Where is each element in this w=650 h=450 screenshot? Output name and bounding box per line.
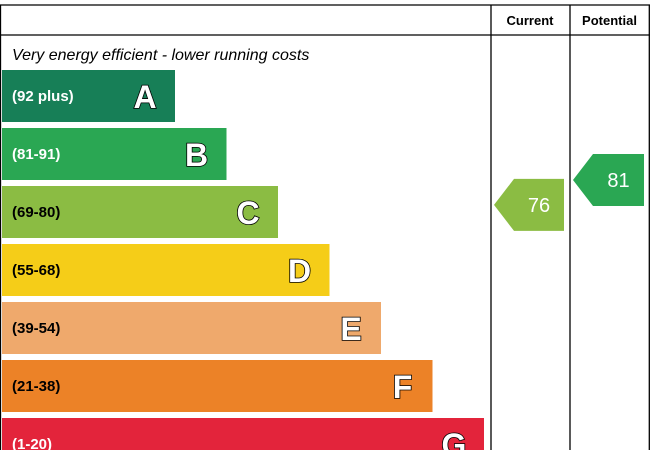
band-d: (55-68) D xyxy=(2,244,330,296)
potential-column-header: Potential xyxy=(582,13,637,28)
band-bar-f xyxy=(2,360,433,412)
band-range-label: (1-20) xyxy=(12,436,52,450)
band-range-label: (92 plus) xyxy=(12,88,74,105)
band-range-label: (81-91) xyxy=(12,146,60,163)
band-bar-g xyxy=(2,418,484,450)
rating-indicators: 76 81 xyxy=(494,154,644,231)
band-bar-c xyxy=(2,186,278,238)
efficiency-subtitle: Very energy efficient - lower running co… xyxy=(12,47,309,64)
band-letter: F xyxy=(393,369,413,405)
current-rating-arrow xyxy=(494,178,564,231)
band-b: (81-91) B xyxy=(2,128,227,180)
band-letter: G xyxy=(442,427,467,450)
band-e: (39-54) E xyxy=(2,302,381,354)
band-bar-a xyxy=(2,70,175,122)
potential-rating-indicator: 81 xyxy=(573,154,644,206)
band-range-label: (69-80) xyxy=(12,204,60,221)
band-g: (1-20) G xyxy=(2,418,484,450)
band-letter: B xyxy=(185,137,208,173)
band-range-label: (21-38) xyxy=(12,378,60,395)
potential-rating-arrow xyxy=(573,154,644,206)
band-c: (69-80) C xyxy=(2,186,278,238)
rating-bands: (92 plus) A (81-91) B (69-80) C (55-68) D (39-54… xyxy=(2,70,484,450)
band-a: (92 plus) A xyxy=(2,70,175,122)
current-column-header: Current xyxy=(507,13,555,28)
band-letter: D xyxy=(288,253,311,289)
current-rating-indicator: 76 xyxy=(494,178,564,231)
band-letter: E xyxy=(340,311,361,347)
band-f: (21-38) F xyxy=(2,360,433,412)
band-range-label: (39-54) xyxy=(12,320,60,337)
band-letter: C xyxy=(236,195,259,231)
potential-rating-value: 81 xyxy=(607,170,629,192)
band-letter: A xyxy=(133,79,156,115)
band-range-label: (55-68) xyxy=(12,262,60,279)
band-bar-e xyxy=(2,302,381,354)
band-bar-b xyxy=(2,128,227,180)
band-bar-d xyxy=(2,244,330,296)
current-rating-value: 76 xyxy=(528,195,550,217)
